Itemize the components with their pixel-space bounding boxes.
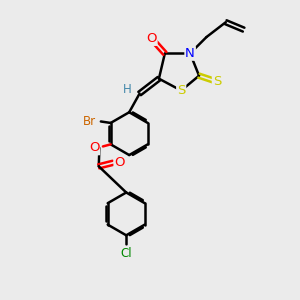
- Text: O: O: [114, 156, 125, 169]
- Text: S: S: [177, 84, 185, 97]
- Text: O: O: [89, 141, 99, 154]
- Text: N: N: [185, 47, 195, 60]
- Text: S: S: [213, 75, 221, 88]
- Text: H: H: [123, 82, 132, 96]
- Text: Cl: Cl: [120, 247, 132, 260]
- Text: Br: Br: [82, 115, 95, 128]
- Text: O: O: [146, 32, 157, 45]
